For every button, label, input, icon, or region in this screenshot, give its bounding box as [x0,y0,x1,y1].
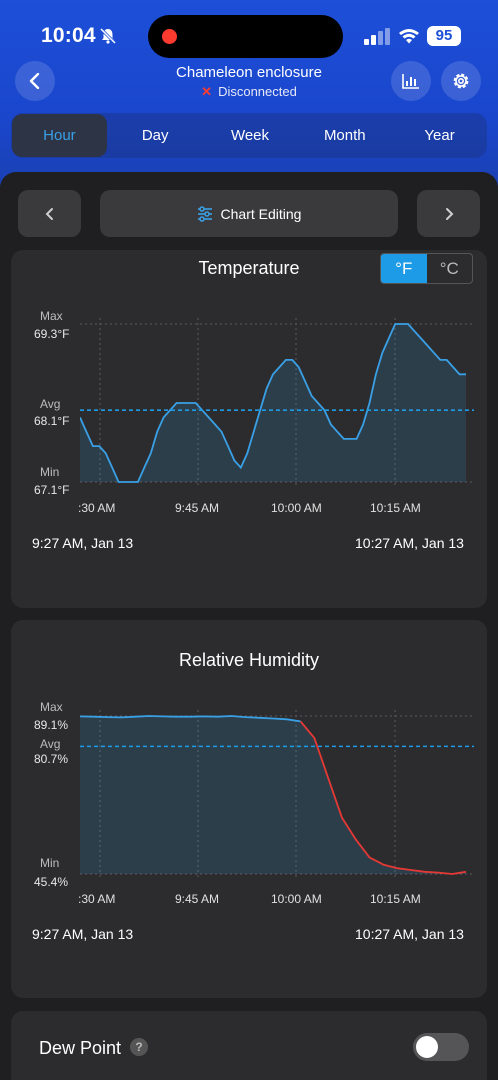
temp-max-label: Max [40,309,63,323]
temp-min-value: 67.1°F [34,483,70,497]
toggle-knob [416,1036,438,1058]
battery-indicator: 95 [427,26,461,46]
temperature-title: Temperature [198,258,300,278]
temperature-card: Temperature [11,250,487,608]
hum-x-tick-0: :30 AM [78,892,116,906]
wifi-icon [399,29,419,44]
unit-celsius[interactable]: °C [439,259,459,278]
temp-range-end: 10:27 AM, Jan 13 [355,535,464,551]
connection-status-text: Disconnected [218,84,297,99]
unit-fahrenheit[interactable]: °F [381,254,427,283]
chart-view-button[interactable] [391,61,431,101]
chevron-right-icon [445,207,453,220]
hum-x-tick-1: 9:45 AM [175,892,220,906]
temp-avg-value: 68.1°F [34,414,70,428]
temp-x-tick-1: 9:45 AM [175,501,220,515]
temp-max-value: 69.3°F [34,327,70,341]
chevron-left-icon [45,207,53,220]
temp-area [80,324,466,482]
humidity-card: Relative Humidity [11,620,487,998]
temp-avg-label: Avg [40,397,61,411]
temperature-chart [80,318,474,488]
hum-x-tick-2: 10:00 AM [271,892,322,906]
humidity-title: Relative Humidity [178,650,320,670]
hum-alert-line [299,720,467,875]
gear-icon [453,73,469,89]
tab-week[interactable]: Week [230,127,270,144]
tab-day[interactable]: Day [141,127,169,144]
hum-max-label: Max [40,700,63,714]
recording-indicator-icon [162,29,177,44]
status-time: 10:04 [41,24,96,47]
previous-period-button[interactable] [18,190,81,237]
temp-min-label: Min [40,465,60,479]
hum-series-line [80,715,301,723]
hum-x-tick-3: 10:15 AM [370,892,421,906]
connection-status: ✕ Disconnected [0,84,498,100]
tab-hour[interactable]: Hour [12,114,107,157]
settings-button[interactable] [441,61,481,101]
temp-x-tick-0: :30 AM [78,501,116,515]
chart-editing-label: Chart Editing [220,205,302,222]
cellular-signal-icon [364,28,390,45]
bell-muted-icon [99,27,117,45]
disconnected-x-icon: ✕ [201,84,213,99]
chevron-left-icon [29,73,40,89]
temp-series-line [80,323,466,483]
hum-avg-value: 80.7% [34,752,69,766]
help-icon[interactable]: ? [130,1038,148,1056]
hum-max-value: 89.1% [34,718,69,732]
hum-min-label: Min [40,856,60,870]
humidity-chart [80,710,474,880]
temp-x-tick-3: 10:15 AM [370,501,421,515]
chart-editing-button[interactable]: Chart Editing [100,190,398,237]
temp-range-start: 9:27 AM, Jan 13 [32,535,134,551]
hum-min-value: 45.4% [34,875,69,889]
back-button[interactable] [15,61,55,101]
temp-x-tick-2: 10:00 AM [271,501,322,515]
dew-point-toggle[interactable] [413,1033,469,1061]
hum-range-end: 10:27 AM, Jan 13 [355,926,464,942]
time-range-tabs: Hour Day Week Month Year [11,113,487,158]
dynamic-island [148,15,343,58]
tab-year[interactable]: Year [424,127,455,144]
hum-range-start: 9:27 AM, Jan 13 [32,926,134,942]
page-title: Chameleon enclosure [176,64,322,81]
dew-point-label: Dew Point [39,1038,122,1058]
hum-avg-label: Avg [40,737,61,751]
tab-month[interactable]: Month [323,127,366,144]
dew-point-card: Dew Point [11,1011,487,1080]
unit-toggle[interactable]: °F °C [380,253,473,284]
sliders-icon [197,205,212,222]
hum-area [80,716,466,874]
bar-chart-icon [402,74,419,89]
next-period-button[interactable] [417,190,480,237]
